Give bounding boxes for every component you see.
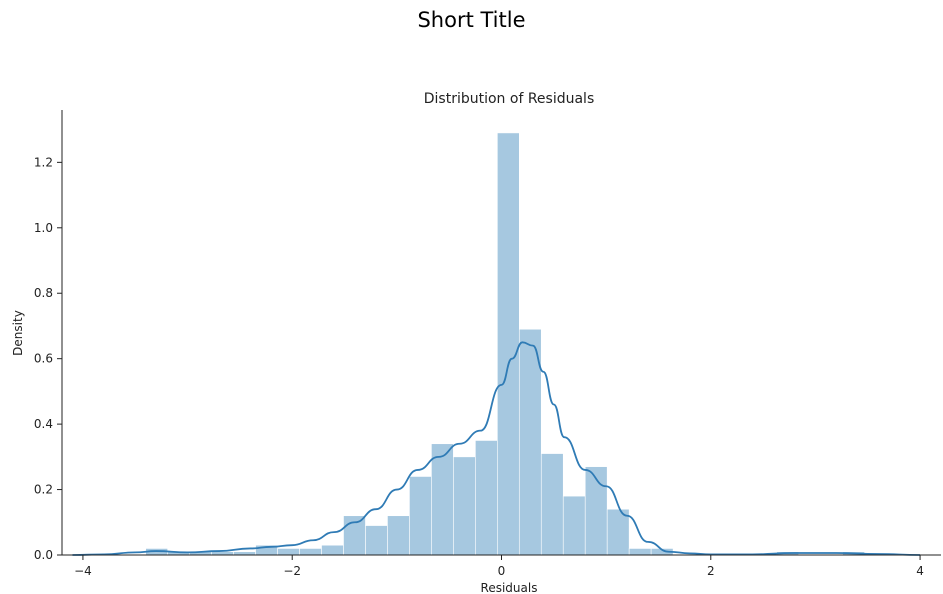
- y-ticks: 0.0 0.2 0.4 0.6 0.8 1.0 1.2: [34, 155, 62, 562]
- x-tick-label: −2: [283, 564, 301, 578]
- y-tick-label: 1.2: [34, 155, 53, 169]
- x-ticks: −4 −2 0 2 4: [74, 555, 924, 578]
- x-tick-label: −4: [74, 564, 92, 578]
- x-tick-label: 4: [916, 564, 924, 578]
- y-axis-label: Density: [11, 310, 25, 356]
- histogram-bar: [540, 453, 564, 556]
- y-tick-label: 0.4: [34, 417, 53, 431]
- y-tick-label: 1.0: [34, 221, 53, 235]
- histogram-bar: [277, 548, 300, 556]
- histogram-bar: [387, 515, 410, 556]
- y-tick-label: 0.6: [34, 352, 53, 366]
- chart-title: Distribution of Residuals: [424, 91, 595, 107]
- histogram-bars: [145, 132, 865, 556]
- x-tick-label: 0: [498, 564, 506, 578]
- histogram-bar: [321, 544, 344, 556]
- x-tick-label: 2: [707, 564, 715, 578]
- histogram-bar: [628, 548, 652, 556]
- histogram-bar: [497, 132, 520, 556]
- y-tick-label: 0.8: [34, 286, 53, 300]
- histogram-bar: [518, 328, 542, 556]
- kde-curve: [72, 341, 921, 556]
- histogram-bar: [409, 476, 432, 556]
- y-tick-label: 0.2: [34, 483, 53, 497]
- histogram-bar: [431, 443, 454, 556]
- histogram-bar: [475, 440, 498, 556]
- histogram-bar: [453, 456, 476, 556]
- histogram-bar: [299, 548, 322, 556]
- x-axis-label: Residuals: [481, 581, 538, 594]
- page-title: Short Title: [417, 8, 526, 32]
- histogram-bar: [365, 525, 388, 556]
- histogram-bar: [562, 495, 586, 556]
- y-tick-label: 0.0: [34, 548, 53, 562]
